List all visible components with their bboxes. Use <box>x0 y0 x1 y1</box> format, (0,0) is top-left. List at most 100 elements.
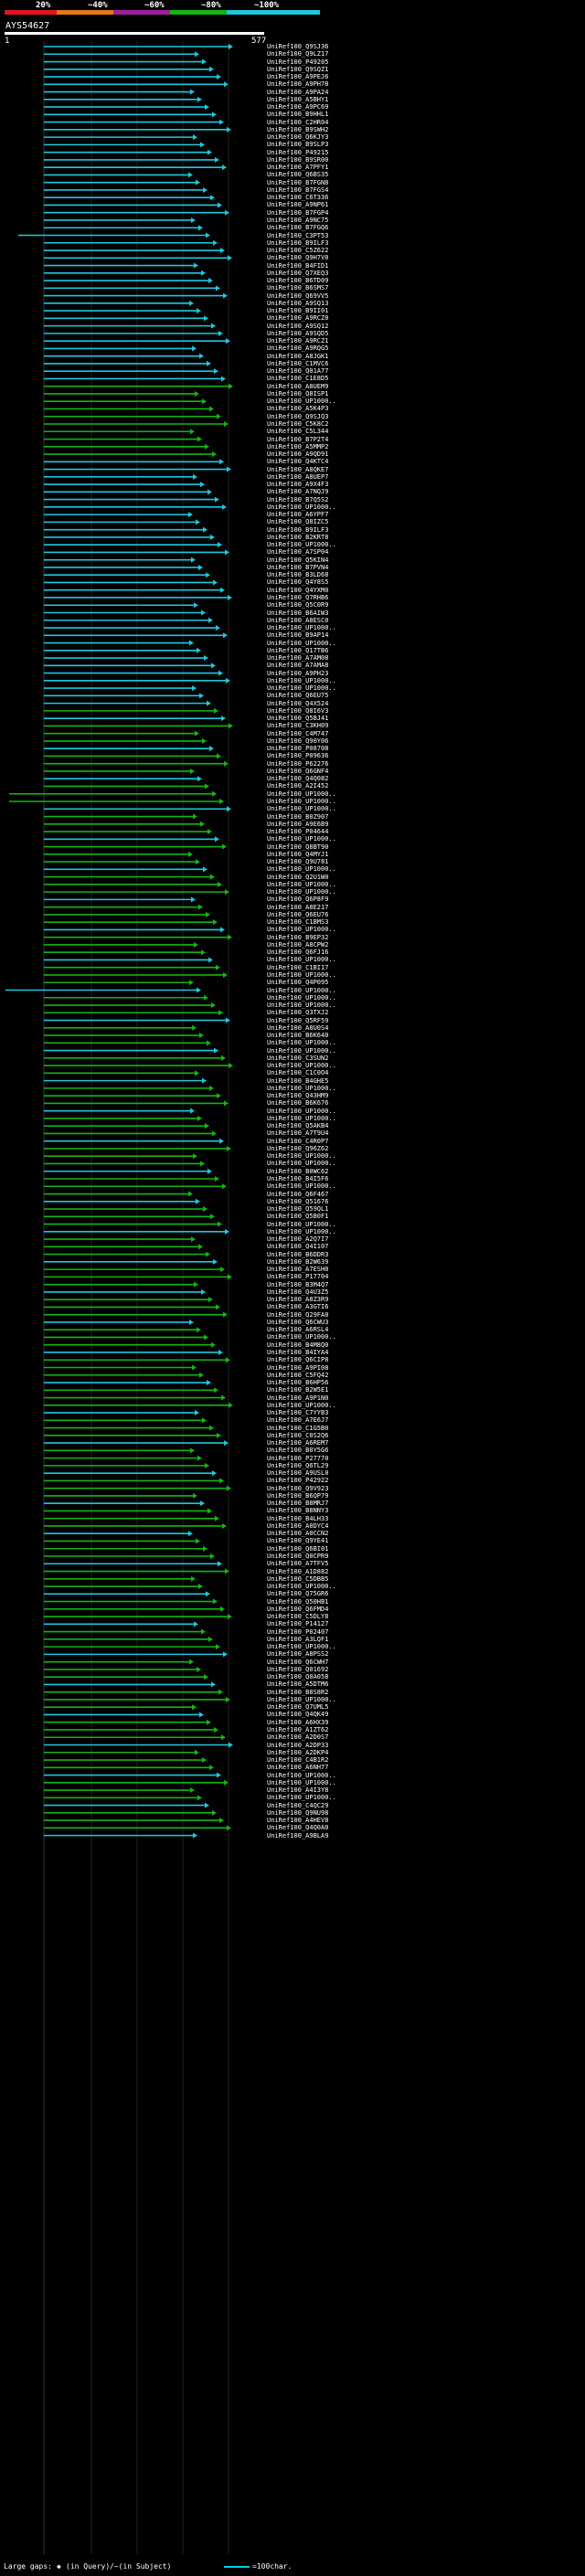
hit-label[interactable]: UniRef100_A9SQ13 <box>267 299 329 307</box>
hit-label[interactable]: UniRef100_B7PVN4 <box>267 563 329 571</box>
hit-label[interactable]: UniRef100_Q7UML5 <box>267 1703 329 1712</box>
hit-label[interactable]: UniRef100_B9HHL1 <box>267 111 329 119</box>
hit-label[interactable]: UniRef100_A8UEM9 <box>267 382 329 390</box>
hit-label[interactable]: UniRef100_A8JGK1 <box>267 352 329 360</box>
hit-label[interactable]: UniRef100_C3PT53 <box>267 231 329 239</box>
hit-label[interactable]: UniRef100_A9SQD5 <box>267 329 329 337</box>
hit-label[interactable]: UniRef100_C6T336 <box>267 194 329 202</box>
hit-label[interactable]: UniRef100_A9P1N0 <box>267 1394 329 1402</box>
hit-label[interactable]: UniRef100_Q3TXJ2 <box>267 1009 329 1017</box>
hit-label[interactable]: UniRef100_Q6EU76 <box>267 910 329 918</box>
hit-label[interactable]: UniRef100_Q6GNF4 <box>267 767 329 775</box>
hit-label[interactable]: UniRef100_Q9YE41 <box>267 1537 329 1545</box>
hit-label[interactable]: UniRef100_UP1000.. <box>267 1107 336 1115</box>
hit-label[interactable]: UniRef100_Q9SJQ3 <box>267 412 329 420</box>
hit-label[interactable]: UniRef100_UP1000.. <box>267 956 336 964</box>
hit-label[interactable]: UniRef100_B6SMS7 <box>267 284 329 292</box>
hit-label[interactable]: UniRef100_Q43HM9 <box>267 1092 329 1100</box>
hit-label[interactable]: UniRef100_C1MVC6 <box>267 359 329 367</box>
hit-label[interactable]: UniRef100_P04644 <box>267 828 329 836</box>
hit-label[interactable]: UniRef100_B9ILF3 <box>267 525 329 534</box>
hit-label[interactable]: UniRef100_B9ILF3 <box>267 239 329 247</box>
hit-label[interactable]: UniRef100_Q8I6V3 <box>267 706 329 715</box>
hit-label[interactable]: UniRef100_C4B1R2 <box>267 1756 329 1765</box>
hit-label[interactable]: UniRef100_C1C0O4 <box>267 1069 329 1077</box>
hit-label[interactable]: UniRef100_A7ESH0 <box>267 1266 329 1274</box>
hit-label[interactable]: UniRef100_UP1000.. <box>267 1401 336 1409</box>
hit-label[interactable]: UniRef100_UP1000.. <box>267 676 336 684</box>
hit-label[interactable]: UniRef100_Q75GR6 <box>267 1590 329 1598</box>
hit-label[interactable]: UniRef100_Q9V923 <box>267 1484 329 1492</box>
hit-label[interactable]: UniRef100_C2HR04 <box>267 118 329 126</box>
hit-label[interactable]: UniRef100_C5DBB5 <box>267 1574 329 1583</box>
hit-label[interactable]: UniRef100_Q6CWU3 <box>267 1318 329 1326</box>
hit-label[interactable]: UniRef100_A8UEP7 <box>267 472 329 481</box>
hit-label[interactable]: UniRef100_P02407 <box>267 1627 329 1636</box>
hit-label[interactable]: UniRef100_P17704 <box>267 1273 329 1281</box>
hit-label[interactable]: UniRef100_Q9NU98 <box>267 1808 329 1817</box>
hit-label[interactable]: UniRef100_UP1000.. <box>267 986 336 994</box>
hit-label[interactable]: UniRef100_A9X4F3 <box>267 481 329 489</box>
hit-label[interactable]: UniRef100_A7T9U4 <box>267 1129 329 1138</box>
hit-label[interactable]: UniRef100_Q6BS35 <box>267 171 329 179</box>
hit-label[interactable]: UniRef100_UP1000.. <box>267 798 336 805</box>
hit-label[interactable]: UniRef100_A8CPW2 <box>267 940 329 949</box>
hit-label[interactable]: UniRef100_A9PH78 <box>267 80 329 89</box>
hit-label[interactable]: UniRef100_A7AMA8 <box>267 662 329 670</box>
hit-label[interactable]: UniRef100_B3LD68 <box>267 571 329 579</box>
hit-label[interactable]: UniRef100_Q5BJ41 <box>267 715 329 723</box>
hit-label[interactable]: UniRef100_Q6CIP8 <box>267 1356 329 1364</box>
hit-label[interactable]: UniRef100_B9SWH2 <box>267 125 329 133</box>
hit-label[interactable]: UniRef100_UP1000.. <box>267 888 336 896</box>
hit-label[interactable]: UniRef100_Q6BI01 <box>267 1544 329 1553</box>
hit-label[interactable]: UniRef100_A9PEJ6 <box>267 73 329 81</box>
hit-label[interactable]: UniRef100_C0S2Q6 <box>267 1431 329 1439</box>
hit-label[interactable]: UniRef100_UP1000.. <box>267 503 336 511</box>
hit-label[interactable]: UniRef100_Q6KJY3 <box>267 133 329 142</box>
hit-label[interactable]: UniRef100_Q17TB6 <box>267 646 329 654</box>
hit-label[interactable]: UniRef100_P49215 <box>267 148 329 156</box>
hit-label[interactable]: UniRef100_UP1000.. <box>267 1062 336 1070</box>
hit-label[interactable]: UniRef100_Q4Q0A0 <box>267 1824 329 1832</box>
hit-label[interactable]: UniRef100_A6REM7 <box>267 1439 329 1447</box>
hit-label[interactable]: UniRef100_UP1000.. <box>267 835 336 843</box>
hit-label[interactable]: UniRef100_Q6F467 <box>267 1190 329 1198</box>
hit-label[interactable]: UniRef100_Q8ISP1 <box>267 389 329 398</box>
hit-label[interactable]: UniRef100_UP1000.. <box>267 926 336 934</box>
hit-label[interactable]: UniRef100_A4I3Y8 <box>267 1786 329 1795</box>
hit-label[interactable]: UniRef100_Q8IZC5 <box>267 518 329 526</box>
hit-label[interactable]: UniRef100_B4I5F6 <box>267 1175 329 1182</box>
hit-label[interactable]: UniRef100_A0CCN2 <box>267 1530 329 1538</box>
hit-label[interactable]: UniRef100_Q0CPR9 <box>267 1553 329 1560</box>
hit-label[interactable]: UniRef100_B6HP56 <box>267 1379 329 1387</box>
hit-label[interactable]: UniRef100_P09636 <box>267 752 329 760</box>
hit-label[interactable]: UniRef100_A9NP61 <box>267 201 329 209</box>
hit-label[interactable]: UniRef100_B4LH33 <box>267 1514 329 1522</box>
hit-label[interactable]: UniRef100_A7TFV5 <box>267 1560 329 1568</box>
hit-label[interactable]: UniRef100_B2W639 <box>267 1257 329 1266</box>
hit-label[interactable]: UniRef100_UP1000.. <box>267 1160 336 1168</box>
hit-label[interactable]: UniRef100_A9RCZ1 <box>267 337 329 345</box>
hit-label[interactable]: UniRef100_B9SLP3 <box>267 141 329 149</box>
hit-label[interactable]: UniRef100_Q9SQZ1 <box>267 65 329 73</box>
hit-label[interactable]: UniRef100_C1BI17 <box>267 963 329 971</box>
hit-label[interactable]: UniRef100_A9SQ12 <box>267 322 329 330</box>
hit-label[interactable]: UniRef100_C3KH09 <box>267 722 329 730</box>
hit-label[interactable]: UniRef100_A9PH23 <box>267 669 329 677</box>
hit-label[interactable]: UniRef100_C5K8C2 <box>267 420 329 428</box>
hit-label[interactable]: UniRef100_Q9LZ17 <box>267 50 329 58</box>
hit-label[interactable]: UniRef100_C5L344 <box>267 428 329 436</box>
hit-label[interactable]: UniRef100_A2DKP4 <box>267 1748 329 1756</box>
hit-label[interactable]: UniRef100_A4HEV8 <box>267 1817 329 1825</box>
hit-label[interactable]: UniRef100_Q9H7V0 <box>267 254 329 262</box>
hit-label[interactable]: UniRef100_B7FGS4 <box>267 186 329 194</box>
hit-label[interactable]: UniRef100_A8PSS2 <box>267 1650 329 1659</box>
hit-label[interactable]: UniRef100_B2KRT8 <box>267 533 329 541</box>
hit-label[interactable]: UniRef100_UP1000.. <box>267 1220 336 1228</box>
hit-label[interactable]: UniRef100_Q0A058 <box>267 1673 329 1681</box>
hit-label[interactable]: UniRef100_B7Q5S2 <box>267 495 329 504</box>
hit-label[interactable]: UniRef100_Q9SJ36 <box>267 43 329 50</box>
hit-label[interactable]: UniRef100_A8QKE7 <box>267 465 329 473</box>
hit-label[interactable]: UniRef100_UP1000.. <box>267 1771 336 1779</box>
hit-label[interactable]: UniRef100_Q90Y06 <box>267 737 329 745</box>
